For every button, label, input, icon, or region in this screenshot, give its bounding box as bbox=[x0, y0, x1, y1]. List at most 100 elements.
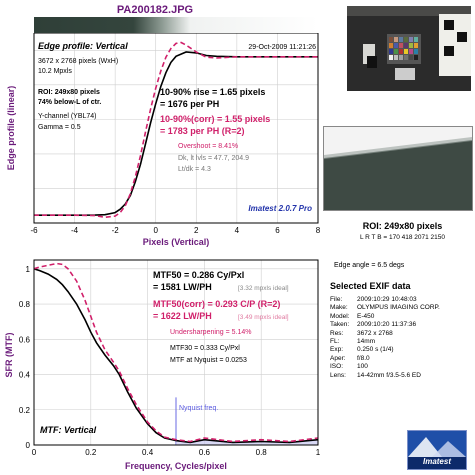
exif-value: 14-42mm f/3.5-5.6 ED bbox=[357, 371, 421, 379]
overshoot-label: Overshoot = 8.41% bbox=[178, 143, 238, 150]
file-title: PA200182.JPG bbox=[116, 4, 194, 16]
edge-x-tick-0: -6 bbox=[30, 226, 38, 235]
mtf-x-tick-5: 1 bbox=[316, 448, 321, 457]
swatch bbox=[399, 37, 403, 42]
mtf-xlabel: Frequency, Cycles/pixel bbox=[125, 461, 227, 471]
swatch bbox=[409, 43, 413, 48]
swatch bbox=[394, 55, 398, 60]
mtf-x-tick-4: 0.8 bbox=[256, 448, 268, 457]
mtf50-ideal-label: [3.32 mpxls ideal] bbox=[238, 285, 289, 292]
edge-x-tick-6: 6 bbox=[275, 226, 280, 235]
edge-plot-frame bbox=[33, 33, 319, 224]
swatch bbox=[399, 43, 403, 48]
mtf50c-label: MTF50(corr) = 0.293 C/P (R=2) bbox=[153, 299, 280, 309]
mtf50c-lw-label: = 1622 LW/PH bbox=[153, 311, 212, 321]
mtf-y-tick-3: 0.6 bbox=[19, 335, 31, 344]
swatch bbox=[404, 55, 408, 60]
edge-timestamp: 29-Oct-2009 11:21:26 bbox=[248, 44, 316, 51]
exif-row: FL: 14mm bbox=[330, 338, 440, 346]
edge-chart-title: Edge profile: Vertical bbox=[38, 41, 128, 51]
swatch bbox=[409, 55, 413, 60]
exif-value: 2009:10:29 10:48:03 bbox=[357, 296, 417, 303]
roi-bounds: L R T B = 170 418 2071 2150 bbox=[360, 234, 445, 241]
mtf-x-tick-3: 0.6 bbox=[199, 448, 211, 457]
edge-x-ticks: -6 -4 -2 0 2 4 6 8 bbox=[30, 226, 320, 235]
mtf-y-tick-0: 0 bbox=[26, 441, 31, 450]
mtf-series-corrected bbox=[33, 262, 319, 443]
exif-key: Taken: bbox=[330, 321, 350, 329]
edge-x-tick-3: 0 bbox=[153, 226, 158, 235]
levels-label: Dk, lt lvls = 47.7, 204.9 bbox=[178, 155, 249, 162]
exif-key: Res: bbox=[330, 329, 344, 337]
swatch bbox=[404, 37, 408, 42]
edge-series-corrected bbox=[34, 41, 318, 219]
roi-title: ROI: 249x80 pixels bbox=[362, 221, 443, 231]
swatch bbox=[414, 55, 418, 60]
swatch bbox=[394, 49, 398, 54]
exif-value: 0.250 s (1/4) bbox=[357, 346, 394, 354]
logo-graphic bbox=[408, 431, 466, 469]
exif-value: f/8.0 bbox=[357, 354, 370, 362]
exif-list: File: 2009:10:29 10:48:03 Make: OLYMPUS IMA… bbox=[330, 296, 440, 380]
exif-key: Lens: bbox=[330, 371, 346, 379]
exif-key: File: bbox=[330, 296, 343, 303]
exif-key: Aper: bbox=[330, 354, 346, 362]
undersharp-label: Undersharpening = 5.14% bbox=[170, 329, 252, 336]
exif-row: File: 2009:10:29 10:48:03 bbox=[330, 296, 440, 304]
exif-row: ISO: 100 bbox=[330, 363, 440, 371]
exif-key: ISO: bbox=[330, 363, 344, 371]
exif-key: FL: bbox=[330, 338, 340, 346]
edge-preview-image bbox=[324, 127, 472, 210]
mtf-y-tick-1: 0.2 bbox=[19, 406, 31, 415]
rise-label: 10-90% rise = 1.65 pixels bbox=[160, 87, 265, 97]
info-gamma: Gamma = 0.5 bbox=[38, 124, 81, 131]
info-dimensions: 3672 x 2768 pixels (WxH) bbox=[38, 58, 118, 65]
swatch bbox=[389, 43, 393, 48]
exif-row: Res: 3672 x 2768 bbox=[330, 330, 440, 338]
swatch bbox=[409, 49, 413, 54]
exif-row: Aper: f/8.0 bbox=[330, 355, 440, 363]
edge-x-tick-1: -4 bbox=[71, 226, 79, 235]
exif-value: E-450 bbox=[357, 312, 375, 320]
mtf-ylabel: SFR (MTF) bbox=[4, 333, 14, 378]
nyquist-label: Nyquist freq. bbox=[179, 405, 218, 412]
mtf-lines bbox=[33, 262, 319, 444]
mtf-x-tick-0: 0 bbox=[32, 448, 37, 457]
mtf-series-measured bbox=[33, 268, 319, 444]
exif-title: Selected EXIF data bbox=[330, 281, 411, 291]
swatch bbox=[389, 37, 393, 42]
mtf50-label: MTF50 = 0.286 Cy/Pxl bbox=[153, 270, 244, 280]
swatch bbox=[404, 49, 408, 54]
mtf-x-tick-1: 0.2 bbox=[85, 448, 97, 457]
mtf30-label: MTF30 = 0.333 Cy/Pxl bbox=[170, 345, 240, 352]
swatch bbox=[389, 49, 393, 54]
swatch bbox=[399, 49, 403, 54]
edge-ylabel: Edge profile (linear) bbox=[6, 86, 16, 171]
mtf-y-tick-2: 0.4 bbox=[19, 371, 31, 380]
source-image-thumbnail bbox=[347, 6, 471, 91]
exif-value: 14mm bbox=[357, 338, 376, 346]
exif-row: Exp: 0.250 s (1/4) bbox=[330, 346, 440, 354]
swatch bbox=[409, 37, 413, 42]
swatch bbox=[414, 43, 418, 48]
swatch bbox=[414, 49, 418, 54]
exif-row: Taken: 2009:10:20 11:37:36 bbox=[330, 321, 440, 329]
edge-grid bbox=[33, 33, 319, 223]
ratio-label: Lt/dk = 4.3 bbox=[178, 166, 211, 173]
version-label: Imatest 2.0.7 Pro bbox=[248, 204, 312, 213]
exif-value: OLYMPUS IMAGING CORP. bbox=[357, 304, 440, 312]
rise-corr-label: 10-90%(corr) = 1.55 pixels bbox=[160, 114, 270, 124]
edge-series-measured bbox=[34, 51, 318, 216]
info-location: 74% below-L of ctr. bbox=[38, 99, 101, 106]
exif-row: Model: E-450 bbox=[330, 313, 440, 321]
edge-x-tick-2: -2 bbox=[112, 226, 120, 235]
exif-value: 2009:10:20 11:37:36 bbox=[357, 321, 417, 329]
edge-lines bbox=[34, 41, 318, 219]
exif-row: Make: OLYMPUS IMAGING CORP. bbox=[330, 304, 440, 312]
rise-ph-label: = 1676 per PH bbox=[160, 99, 219, 109]
thumbnail-image bbox=[347, 6, 471, 91]
exif-key: Make: bbox=[330, 304, 348, 312]
info-mpxls: 10.2 Mpxls bbox=[38, 68, 72, 75]
mtf-y-tick-5: 1 bbox=[26, 265, 31, 274]
swatch bbox=[414, 37, 418, 42]
